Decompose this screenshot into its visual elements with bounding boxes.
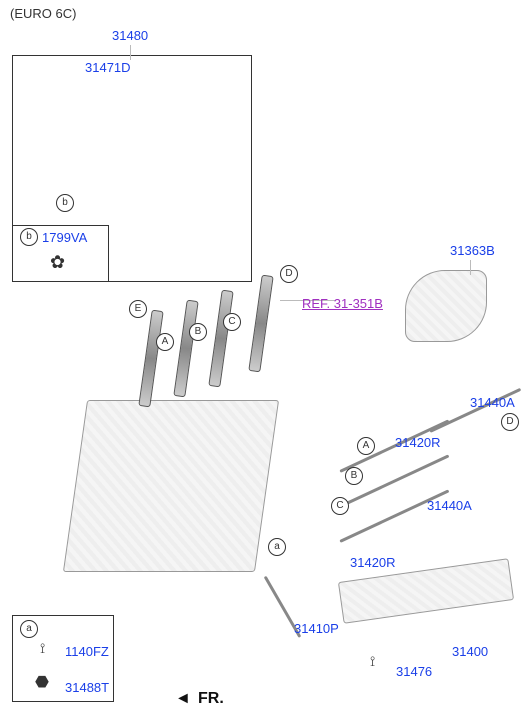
part-label-1799va[interactable]: 1799VA: [42, 230, 87, 245]
orientation-fr-label: FR.: [198, 690, 224, 708]
leader-31363b: [470, 260, 471, 275]
bubble-C-pipe: C: [331, 497, 349, 515]
bubble-D-pipe: D: [501, 413, 519, 431]
part-label-31480[interactable]: 31480: [112, 28, 148, 43]
part-label-31420r-top[interactable]: 31420R: [395, 435, 441, 450]
part-label-31471d[interactable]: 31471D: [85, 60, 131, 75]
part-label-1140fz[interactable]: 1140FZ: [65, 644, 109, 659]
bubble-C-injector: C: [223, 313, 241, 331]
injector-c: [208, 290, 233, 388]
clip-icon: ✿: [50, 252, 65, 273]
bubble-B-pipe: B: [345, 467, 363, 485]
part-label-31440a-bot[interactable]: 31440A: [427, 498, 472, 513]
bubble-A-pipe: A: [357, 437, 375, 455]
part-label-31400[interactable]: 31400: [452, 644, 488, 659]
bubble-b-key: b: [20, 228, 38, 246]
part-label-31476[interactable]: 31476: [396, 664, 432, 679]
part-label-31363b[interactable]: 31363B: [450, 243, 495, 258]
bubble-b-pointer: b: [56, 194, 74, 212]
part-label-31420r-bot[interactable]: 31420R: [350, 555, 396, 570]
bubble-A-injector: A: [156, 333, 174, 351]
bubble-B-injector: B: [189, 323, 207, 341]
part-label-31440a-top[interactable]: 31440A: [470, 395, 515, 410]
engine-block-illustration: [63, 400, 279, 572]
ref-link-31-351b[interactable]: REF. 31-351B: [302, 296, 383, 311]
bolt-icon: ⟟: [40, 640, 45, 657]
leader-31480: [130, 45, 131, 60]
part-label-31410p[interactable]: 31410P: [294, 621, 339, 636]
nut-icon: ⬣: [35, 672, 49, 692]
injector-b: [173, 300, 198, 398]
bubble-E-injector: E: [129, 300, 147, 318]
bubble-D-injector: D: [280, 265, 298, 283]
bubble-a-key: a: [20, 620, 38, 638]
variant-note: (EURO 6C): [10, 6, 76, 21]
injector-a: [138, 310, 163, 408]
part-label-31488t[interactable]: 31488T: [65, 680, 109, 695]
injector-d: [248, 275, 273, 373]
orientation-arrow-icon: ◄: [175, 690, 191, 708]
hose-31363b-illustration: [405, 270, 487, 342]
bolt-icon-31476: ⟟: [370, 653, 375, 670]
bubble-a-pointer: a: [268, 538, 286, 556]
